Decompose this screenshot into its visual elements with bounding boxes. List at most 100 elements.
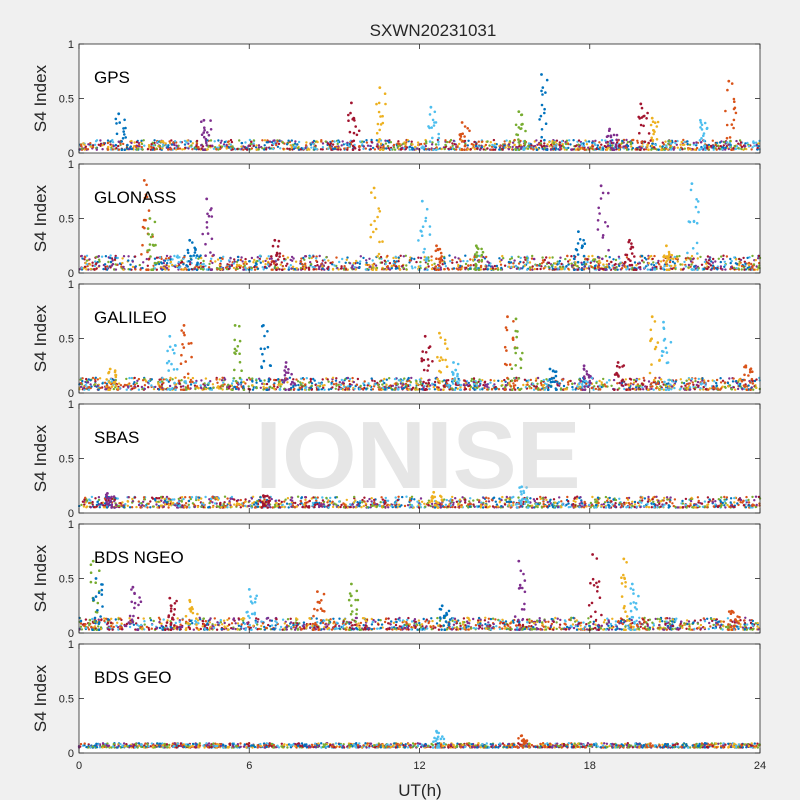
data-point [199,264,202,268]
data-point [160,262,164,265]
data-point [362,256,365,260]
data-point [496,268,500,271]
data-point [702,134,705,137]
data-point [384,102,387,106]
data-point [531,382,535,385]
data-point [517,141,521,144]
data-point [530,147,533,150]
data-point [152,144,155,147]
data-point [522,383,525,387]
data-point [384,139,387,142]
data-point [162,261,165,265]
data-point [357,129,361,133]
data-point [459,383,463,387]
data-point [638,145,641,149]
data-point [181,148,184,151]
y-tick-label: 1 [68,39,74,51]
data-point [92,268,96,271]
data-point [165,361,169,365]
data-point [377,140,381,144]
data-point [392,256,395,260]
data-point [439,268,442,271]
data-point [716,268,719,271]
data-point [84,383,87,387]
data-point [362,140,366,143]
data-point [733,100,736,103]
data-point [673,264,677,267]
spike [514,110,527,151]
data-point [697,384,700,387]
data-point [223,140,226,144]
spike-peak [608,127,611,131]
data-point [704,388,708,391]
data-point [417,239,420,242]
data-point [149,148,153,151]
data-point [380,268,384,271]
data-point [704,148,707,151]
data-point [415,386,418,389]
data-point [480,146,484,149]
data-point [99,386,102,390]
data-point [378,257,381,260]
data-point [426,358,430,361]
data-point [422,368,426,372]
data-point [697,210,700,214]
data-point [639,123,643,127]
data-point [645,117,648,120]
data-point [614,258,618,262]
data-point [639,268,642,271]
data-point [186,372,190,376]
data-point [172,368,176,371]
data-point [463,135,466,138]
data-point [514,264,518,268]
data-point [164,142,167,145]
data-point [217,267,221,270]
data-point [694,386,697,389]
data-point [91,261,94,264]
data-point [111,148,114,151]
data-point [370,138,373,142]
data-point [107,371,110,375]
data-point [676,139,679,143]
data-point [123,148,126,151]
data-point [365,139,368,142]
data-point [547,265,550,268]
spike [662,244,677,272]
data-point [396,267,399,270]
data-point [112,378,115,381]
data-point [738,264,741,267]
data-point [642,376,645,380]
data-point [139,268,142,271]
data-point [340,144,343,147]
data-point [263,148,266,151]
data-point [627,384,631,387]
data-point [730,259,733,263]
data-point [642,261,645,264]
data-point [573,254,576,258]
data-point [128,268,132,271]
data-point [136,384,140,388]
data-point [499,263,503,266]
data-point [206,232,210,235]
data-point [451,142,454,145]
data-point [463,139,467,143]
data-point [314,383,317,387]
data-point [100,255,104,258]
data-point [237,388,240,391]
data-point [108,381,112,385]
data-point [528,266,532,269]
data-point [609,144,612,147]
data-point [598,259,601,262]
data-point [364,147,367,150]
data-point [422,251,425,254]
data-point [130,141,133,145]
data-point [519,127,522,131]
data-point [600,143,603,146]
data-point [385,268,388,271]
data-point [209,386,212,390]
data-point [327,259,330,262]
data-point [204,254,207,257]
data-point [542,383,545,387]
data-point [371,268,375,272]
data-point [397,379,401,382]
